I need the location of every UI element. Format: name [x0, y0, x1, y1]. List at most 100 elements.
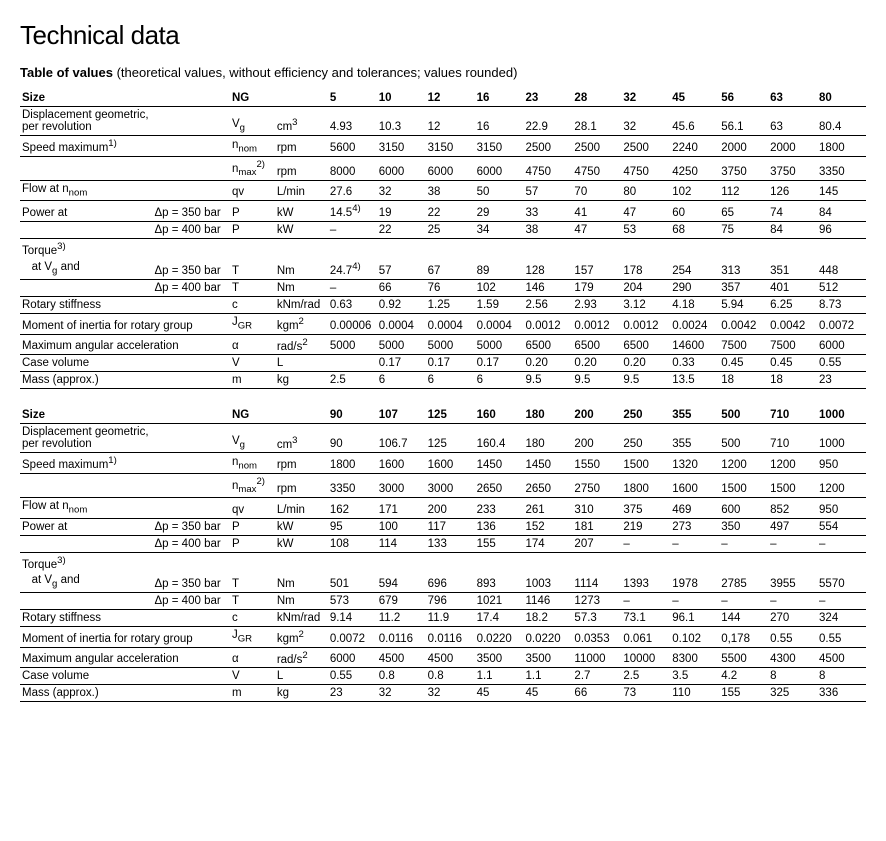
data-cell: 13.5: [670, 372, 719, 389]
data-cell: 6: [426, 372, 475, 389]
data-cell: [524, 239, 573, 259]
data-cell: 5000: [328, 334, 377, 355]
data-cell: 1500: [719, 474, 768, 498]
data-cell: 8: [768, 668, 817, 685]
data-cell: 325: [768, 685, 817, 702]
size-col: 32: [621, 90, 670, 107]
data-cell: 1003: [524, 572, 573, 592]
data-cell: [328, 355, 377, 372]
row-symbol: m: [230, 685, 275, 702]
data-cell: 96.1: [670, 609, 719, 626]
data-cell: 57: [377, 259, 426, 279]
data-cell: 270: [768, 609, 817, 626]
row-unit: kW: [275, 518, 328, 535]
data-cell: [817, 239, 866, 259]
data-cell: 679: [377, 592, 426, 609]
data-cell: 0.0004: [426, 313, 475, 334]
data-cell: 12: [426, 107, 475, 136]
data-cell: [377, 239, 426, 259]
data-cell: 9.14: [328, 609, 377, 626]
row-label: at Vg and: [20, 572, 153, 592]
data-cell: 4750: [524, 156, 573, 180]
data-cell: 796: [426, 592, 475, 609]
data-cell: 512: [817, 279, 866, 296]
data-cell: 45: [475, 685, 524, 702]
data-cell: 0.63: [328, 296, 377, 313]
data-table: SizeNG510121623283245566380Displacement …: [20, 90, 866, 389]
data-cell: 261: [524, 498, 573, 518]
row-symbol: nmax2): [230, 474, 275, 498]
row-symbol: nnom: [230, 136, 275, 157]
data-cell: –: [817, 592, 866, 609]
data-cell: 174: [524, 535, 573, 552]
data-cell: 0.00006: [328, 313, 377, 334]
data-cell: 1550: [572, 453, 621, 474]
data-cell: 128: [524, 259, 573, 279]
row-label: Torque3): [20, 239, 153, 259]
data-cell: 50: [475, 180, 524, 200]
data-cell: 5000: [377, 334, 426, 355]
data-cell: 0.0042: [719, 313, 768, 334]
row-label: Case volume: [20, 355, 153, 372]
data-cell: 24.74): [328, 259, 377, 279]
data-cell: 102: [670, 180, 719, 200]
data-cell: [426, 552, 475, 572]
row-unit: kgm2: [275, 313, 328, 334]
data-cell: 41: [572, 201, 621, 222]
data-cell: 6000: [817, 334, 866, 355]
row-label2: Δp = 400 bar: [153, 222, 230, 239]
row-label: [20, 592, 153, 609]
data-cell: 14600: [670, 334, 719, 355]
row-label2: Δp = 400 bar: [153, 279, 230, 296]
data-cell: 0.0012: [572, 313, 621, 334]
ng-label: NG: [230, 90, 328, 107]
data-cell: 0.55: [817, 355, 866, 372]
data-cell: 32: [426, 685, 475, 702]
ng-label: NG: [230, 407, 328, 424]
data-cell: 136: [475, 518, 524, 535]
data-cell: 0.0012: [621, 313, 670, 334]
data-cell: 2500: [524, 136, 573, 157]
data-cell: 6000: [475, 156, 524, 180]
data-cell: 75: [719, 222, 768, 239]
row-unit: [275, 239, 328, 259]
data-cell: 32: [621, 107, 670, 136]
size-col: 1000: [817, 407, 866, 424]
row-unit: cm3: [275, 424, 328, 453]
data-cell: 204: [621, 279, 670, 296]
data-cell: 76: [426, 279, 475, 296]
data-cell: [768, 239, 817, 259]
data-cell: 68: [670, 222, 719, 239]
data-cell: 0.0042: [768, 313, 817, 334]
data-cell: [328, 239, 377, 259]
data-cell: 0.55: [768, 626, 817, 647]
row-label: Flow at nnom: [20, 180, 153, 200]
data-cell: 3150: [377, 136, 426, 157]
data-cell: 696: [426, 572, 475, 592]
data-cell: 8300: [670, 647, 719, 668]
data-cell: 133: [426, 535, 475, 552]
data-cell: 375: [621, 498, 670, 518]
row-symbol: α: [230, 647, 275, 668]
row-symbol: [230, 552, 275, 572]
data-cell: [621, 239, 670, 259]
row-symbol: T: [230, 259, 275, 279]
row-unit: L/min: [275, 498, 328, 518]
row-symbol: P: [230, 535, 275, 552]
row-label: Speed maximum1): [20, 453, 153, 474]
data-cell: 0.0024: [670, 313, 719, 334]
data-cell: 18: [768, 372, 817, 389]
data-cell: 3350: [328, 474, 377, 498]
data-cell: 157: [572, 259, 621, 279]
row-label: [20, 535, 153, 552]
row-unit: kgm2: [275, 626, 328, 647]
row-unit: kW: [275, 222, 328, 239]
row-label: Moment of inertia for rotary group: [20, 313, 230, 334]
data-cell: 1146: [524, 592, 573, 609]
data-cell: [621, 552, 670, 572]
data-cell: 6000: [426, 156, 475, 180]
data-cell: 27.6: [328, 180, 377, 200]
data-cell: 179: [572, 279, 621, 296]
data-cell: 1200: [719, 453, 768, 474]
data-cell: 152: [524, 518, 573, 535]
